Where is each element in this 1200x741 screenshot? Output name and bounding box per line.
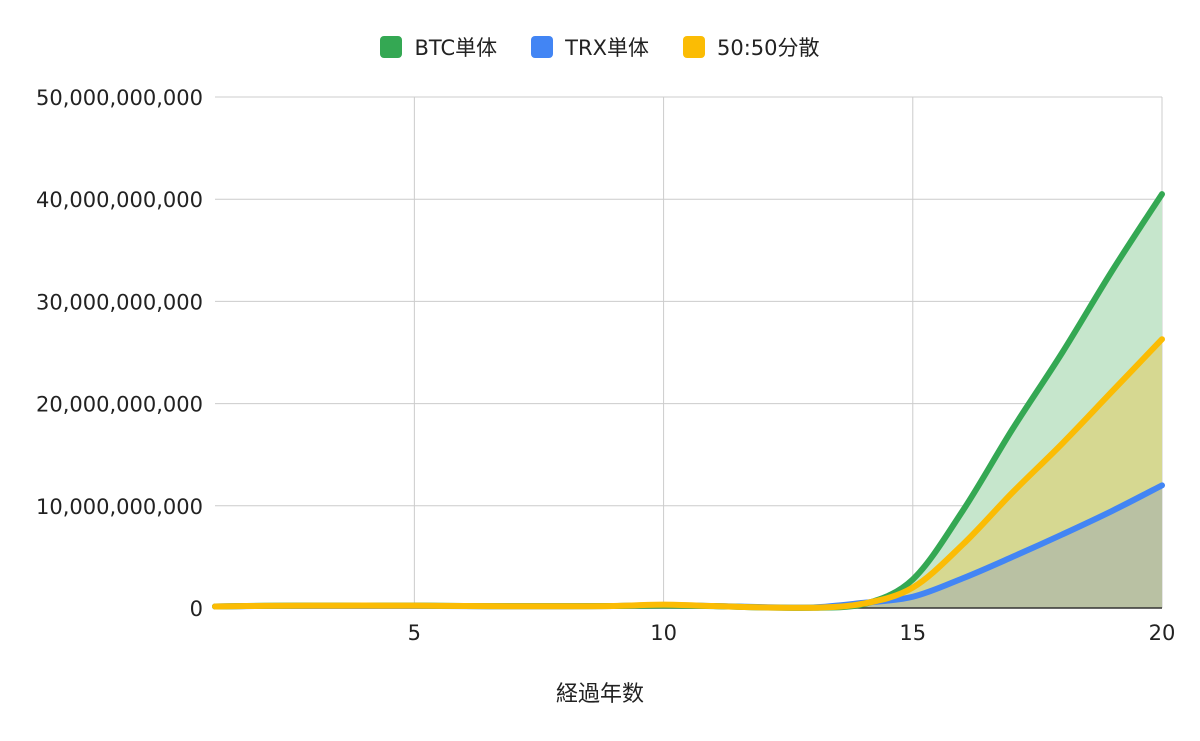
y-tick-label-5: 50,000,000,000 bbox=[36, 86, 203, 110]
legend: BTC単体 TRX単体 50:50分散 bbox=[0, 32, 1200, 62]
x-axis-title: 経過年数 bbox=[555, 682, 644, 707]
legend-swatch-1 bbox=[531, 36, 554, 58]
series-lines bbox=[212, 191, 1165, 611]
series-line-2 bbox=[212, 336, 1165, 611]
x-tick-label-0: 5 bbox=[408, 621, 421, 645]
legend-label-0: BTC単体 bbox=[414, 36, 498, 60]
legend-label-1: TRX単体 bbox=[565, 36, 649, 60]
y-tick-label-2: 20,000,000,000 bbox=[36, 393, 203, 417]
y-tick-label-4: 40,000,000,000 bbox=[36, 188, 203, 212]
legend-item-0: BTC単体 bbox=[380, 32, 497, 62]
y-tick-label-1: 10,000,000,000 bbox=[36, 495, 203, 519]
x-tick-label-3: 20 bbox=[1149, 621, 1176, 645]
legend-label-2: 50:50分散 bbox=[716, 36, 820, 60]
legend-swatch-2 bbox=[682, 36, 705, 58]
series-areas bbox=[215, 194, 1162, 608]
y-tick-labels: 0 10,000,000,000 20,000,000,000 30,000,000,… bbox=[36, 86, 203, 621]
x-tick-label-1: 10 bbox=[650, 621, 677, 645]
legend-item-1: TRX単体 bbox=[531, 32, 649, 62]
y-tick-label-0: 0 bbox=[190, 597, 203, 621]
x-tick-label-2: 15 bbox=[899, 621, 926, 645]
legend-item-2: 50:50分散 bbox=[682, 32, 820, 62]
y-tick-label-3: 30,000,000,000 bbox=[36, 290, 203, 314]
x-tick-labels: 5 10 15 20 bbox=[408, 621, 1176, 645]
legend-swatch-0 bbox=[380, 36, 403, 58]
area-1 bbox=[215, 485, 1162, 608]
